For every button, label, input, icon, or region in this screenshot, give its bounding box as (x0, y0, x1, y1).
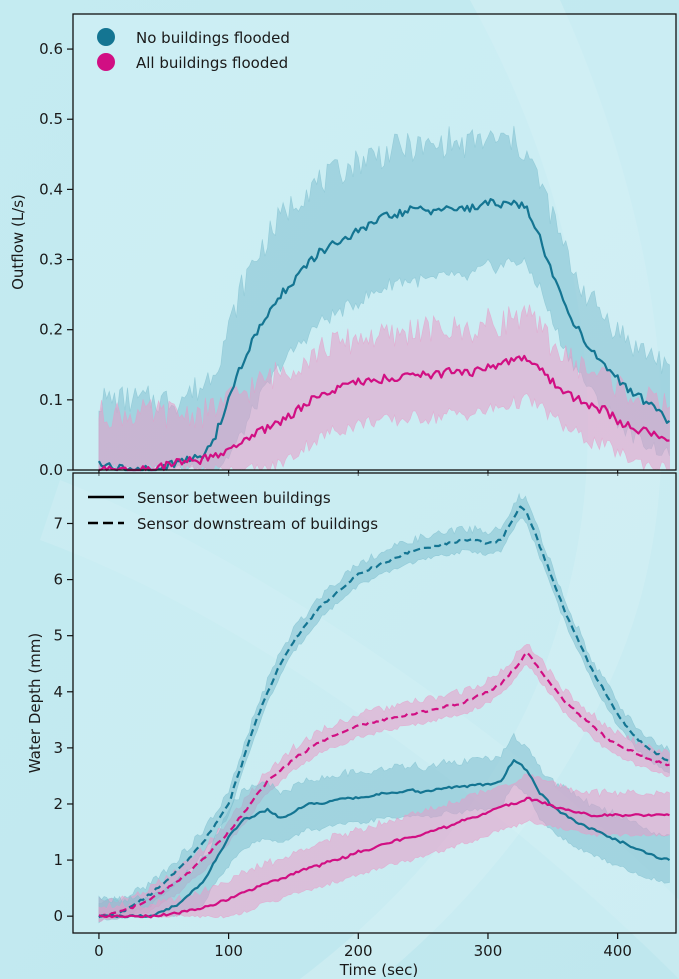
outflow-axes-frame (72, 13, 677, 471)
depth-line-no-buildings-flooded-downstream (98, 505, 671, 918)
outflow-y-tick-label: 0.3 (39, 251, 63, 269)
outflow-ticks: 0.0 0.1 0.2 0.3 0.4 0.5 0.6 (39, 40, 619, 479)
depth-legend: Sensor between buildings Sensor downstre… (88, 489, 378, 533)
outflow-y-tick-label: 0.5 (39, 110, 63, 128)
depth-y-tick-label: 2 (53, 795, 63, 813)
legend-all-buildings-label: All buildings flooded (136, 54, 288, 72)
legend-all-buildings-marker (97, 53, 115, 71)
depth-x-axis-label: Time (sec) (339, 961, 418, 979)
depth-x-tick-label: 100 (214, 942, 243, 960)
depth-y-tick-label: 3 (53, 739, 63, 757)
depth-y-tick-label: 7 (53, 514, 63, 532)
outflow-line-all-buildings-flooded (98, 354, 670, 472)
legend-no-buildings-label: No buildings flooded (136, 29, 290, 47)
depth-x-tick-label: 200 (344, 942, 373, 960)
depth-axes-frame (72, 472, 677, 934)
outflow-y-tick-label: 0.0 (39, 461, 63, 479)
depth-y-axis-label: Water Depth (mm) (26, 633, 44, 774)
depth-y-tick-label: 4 (53, 683, 63, 701)
outflow-y-tick-label: 0.2 (39, 321, 63, 339)
depth-x-tick-label: 400 (603, 942, 632, 960)
depth-ticks: 0 1 2 3 4 5 6 7 0 100 200 300 400 (53, 514, 632, 960)
outflow-y-tick-label: 0.1 (39, 391, 63, 409)
outflow-y-axis-label: Outflow (L/s) (9, 194, 27, 290)
water-depth-panel: 0 1 2 3 4 5 6 7 0 100 200 300 400 Water Depth (mm) T… (26, 472, 677, 979)
depth-x-tick-label: 300 (474, 942, 503, 960)
depth-y-tick-label: 1 (53, 851, 63, 869)
depth-line-all-buildings-flooded-between (98, 796, 670, 919)
depth-plot-layer (98, 492, 671, 924)
outflow-y-tick-label: 0.6 (39, 40, 63, 58)
legend-no-buildings-marker (97, 28, 115, 46)
depth-band-all-buildings-flooded-between (98, 773, 670, 919)
outflow-panel: 0.0 0.1 0.2 0.3 0.4 0.5 0.6 Outflow (L/s) No b… (9, 13, 677, 479)
outflow-line-no-buildings-flooded (97, 198, 671, 472)
legend-between-buildings-label: Sensor between buildings (137, 489, 331, 507)
depth-y-tick-label: 0 (53, 907, 63, 925)
outflow-legend: No buildings flooded All buildings flood… (97, 28, 290, 72)
depth-y-tick-label: 5 (53, 627, 63, 645)
depth-y-tick-label: 6 (53, 571, 63, 589)
depth-line-all-buildings-flooded-downstream (98, 651, 670, 918)
depth-line-no-buildings-flooded-between (98, 759, 671, 919)
outflow-y-tick-label: 0.4 (39, 180, 63, 198)
legend-downstream-label: Sensor downstream of buildings (137, 515, 378, 533)
depth-x-tick-label: 0 (94, 942, 104, 960)
